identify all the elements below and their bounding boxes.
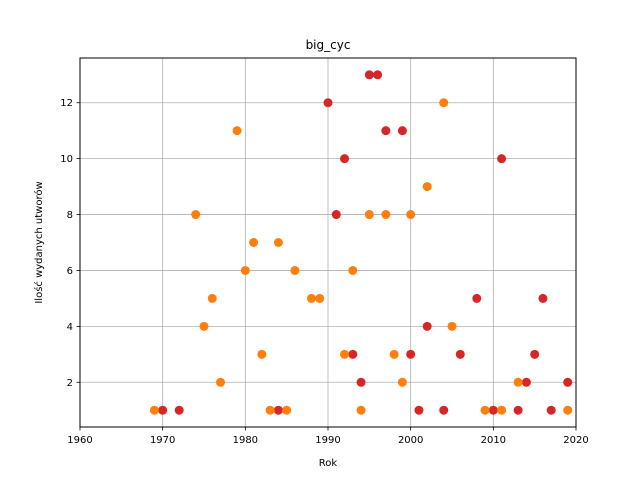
data-point	[422, 182, 432, 192]
data-point	[356, 405, 366, 415]
data-point	[546, 405, 556, 415]
data-point	[340, 154, 350, 164]
data-point	[455, 349, 465, 359]
data-point	[439, 405, 449, 415]
grid	[79, 58, 577, 427]
data-point	[174, 405, 184, 415]
x-tick-label: 1980	[233, 435, 258, 446]
data-point	[406, 210, 416, 220]
y-tick-label: 12	[60, 98, 73, 109]
data-point	[497, 405, 507, 415]
data-point	[199, 321, 209, 331]
data-point	[273, 238, 283, 247]
data-point	[381, 126, 391, 136]
axis-ticks: 1960 1970 1980 1990 2000 2010 2020 2 4 6 8 10 12	[60, 98, 588, 446]
x-axis-label: Rok	[319, 458, 338, 469]
y-axis-label: Ilość wydanych utworów	[33, 181, 45, 303]
data-point	[513, 377, 523, 387]
data-point	[521, 377, 531, 387]
data-point	[158, 405, 168, 415]
data-point	[331, 210, 341, 220]
data-point	[563, 377, 573, 387]
data-point	[422, 321, 432, 331]
data-point	[373, 70, 383, 80]
data-point	[306, 293, 316, 303]
data-point	[513, 405, 523, 415]
y-tick-label: 8	[67, 210, 73, 221]
data-point	[381, 210, 391, 220]
data-point	[480, 405, 490, 415]
data-point	[257, 349, 267, 359]
x-tick-label: 1960	[67, 435, 92, 446]
y-tick-label: 10	[60, 154, 73, 165]
data-point	[315, 293, 325, 303]
x-tick-label: 2000	[398, 435, 423, 446]
data-point	[397, 126, 407, 136]
x-tick-label: 1970	[150, 435, 175, 446]
data-point	[439, 98, 449, 108]
data-point	[389, 349, 399, 359]
data-point	[265, 405, 275, 415]
data-point	[249, 238, 259, 247]
data-point	[397, 377, 407, 387]
data-point	[488, 405, 498, 415]
x-tick-label: 2010	[481, 435, 506, 446]
data-point	[240, 265, 250, 275]
x-tick-label: 1990	[315, 435, 340, 446]
y-tick-label: 2	[67, 378, 73, 389]
data-point	[216, 377, 226, 387]
data-point	[273, 405, 283, 415]
data-point	[191, 210, 201, 220]
data-point	[348, 349, 358, 359]
data-point	[282, 405, 292, 415]
chart-title: big_cyc	[306, 38, 351, 52]
data-point	[447, 321, 457, 331]
data-points	[149, 70, 573, 415]
data-point	[530, 349, 540, 359]
data-point	[356, 377, 366, 387]
x-tick-label: 2020	[563, 435, 588, 446]
data-point	[364, 70, 374, 80]
data-point	[340, 349, 350, 359]
data-point	[149, 405, 159, 415]
data-point	[406, 349, 416, 359]
data-point	[563, 405, 573, 415]
data-point	[290, 265, 300, 275]
y-tick-label: 4	[67, 322, 73, 333]
data-point	[323, 98, 333, 108]
data-point	[348, 265, 358, 275]
data-point	[414, 405, 424, 415]
data-point	[538, 293, 548, 303]
data-point	[472, 293, 482, 303]
y-tick-label: 6	[67, 266, 73, 277]
data-point	[207, 293, 217, 303]
data-point	[497, 154, 507, 164]
data-point	[364, 210, 374, 220]
data-point	[232, 126, 242, 136]
